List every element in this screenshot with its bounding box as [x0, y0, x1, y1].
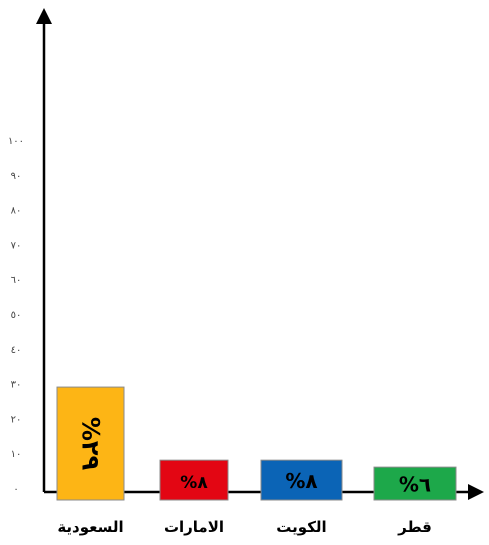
bar	[56, 386, 125, 501]
y-tick-label: ٦٠	[11, 275, 22, 286]
bar-data-label: %٨	[180, 473, 208, 493]
bar-data-label: %٢٩	[77, 417, 105, 471]
y-tick-label: ٧٠	[11, 240, 22, 251]
category-labels: السعودية الامارات الكويت قطر	[57, 518, 432, 536]
y-tick-label: ٩٠	[11, 171, 22, 182]
y-tick-label: ٢٠	[11, 414, 22, 425]
y-tick-label: ١٠	[11, 449, 22, 460]
category-label: السعودية	[57, 518, 123, 536]
category-label: قطر	[397, 518, 432, 536]
bar-data-label: %٦	[399, 473, 431, 497]
category-label: الامارات	[164, 518, 224, 536]
y-tick-label: ٠	[13, 484, 18, 495]
y-tick-label: ٤٠	[11, 345, 22, 356]
bar	[373, 466, 457, 501]
y-axis-arrow-icon	[36, 8, 52, 24]
bar-data-label: %٨	[285, 469, 317, 493]
y-tick-labels: ٠ ١٠ ٢٠ ٣٠ ٤٠ ٥٠ ٦٠ ٧٠ ٨٠ ٩٠ ١٠٠	[8, 136, 24, 495]
y-tick-label: ٨٠	[11, 206, 22, 217]
y-tick-label: ٥٠	[11, 310, 22, 321]
x-axis-arrow-icon	[468, 484, 484, 500]
category-label: الكويت	[276, 518, 326, 536]
y-tick-label: ١٠٠	[8, 136, 24, 147]
bar	[159, 459, 229, 501]
y-tick-label: ٣٠	[11, 380, 22, 391]
bars: %٢٩ %٨ %٨ %٦	[56, 386, 457, 501]
bar	[260, 459, 343, 501]
